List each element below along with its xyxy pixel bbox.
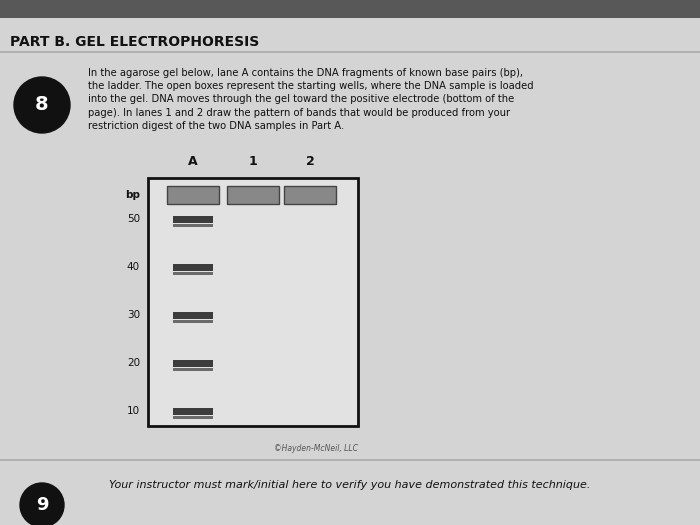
Bar: [167, 186, 219, 204]
Bar: [148, 178, 358, 426]
Bar: [227, 186, 279, 204]
Bar: [173, 320, 213, 323]
Text: bp: bp: [125, 190, 140, 200]
Bar: [0, 0, 700, 18]
Text: 10: 10: [127, 406, 140, 416]
Bar: [173, 224, 213, 227]
Text: 20: 20: [127, 358, 140, 368]
Text: 1: 1: [248, 155, 258, 168]
Text: ©Hayden-McNeil, LLC: ©Hayden-McNeil, LLC: [274, 444, 358, 453]
Circle shape: [14, 77, 70, 133]
Text: 30: 30: [127, 310, 140, 320]
Text: 40: 40: [127, 262, 140, 272]
Bar: [173, 368, 213, 371]
Text: A: A: [188, 155, 198, 168]
Text: 8: 8: [35, 96, 49, 114]
Bar: [173, 264, 213, 270]
Bar: [173, 311, 213, 319]
Text: In the agarose gel below, lane A contains the DNA fragments of known base pairs : In the agarose gel below, lane A contain…: [88, 68, 533, 131]
Text: 9: 9: [36, 496, 48, 514]
Bar: [173, 415, 213, 419]
Text: Your instructor must mark/initial here to verify you have demonstrated this tech: Your instructor must mark/initial here t…: [109, 480, 591, 490]
Bar: [173, 215, 213, 223]
Bar: [173, 407, 213, 415]
Text: 50: 50: [127, 214, 140, 224]
Text: 2: 2: [306, 155, 314, 168]
Text: PART B. GEL ELECTROPHORESIS: PART B. GEL ELECTROPHORESIS: [10, 35, 259, 49]
Bar: [284, 186, 336, 204]
Bar: [173, 360, 213, 366]
Bar: [173, 271, 213, 275]
Circle shape: [20, 483, 64, 525]
